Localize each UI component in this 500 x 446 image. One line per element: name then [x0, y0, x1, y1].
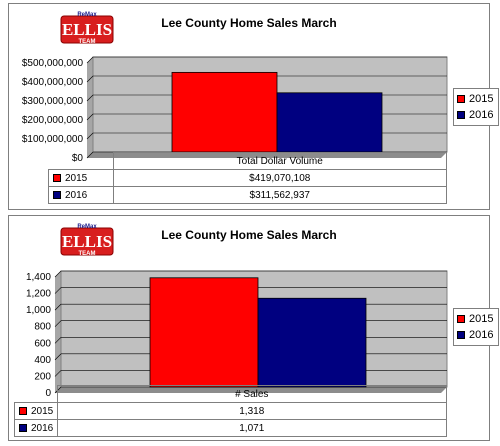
- legend-swatch-2016: [457, 331, 465, 339]
- legend-label-2016: 2016: [469, 329, 494, 341]
- logo-main-text: ELLIS: [62, 232, 112, 251]
- ellis-team-logo: ReMax ELLIS TEAM: [60, 224, 114, 257]
- y-tick-label: $300,000,000: [22, 96, 84, 107]
- legend-item-2015: 2015: [457, 91, 495, 107]
- table-value-2016: 1,071: [56, 419, 447, 437]
- chart-panel-number-of-sales: ReMax ELLIS TEAM Lee County Home Sales M…: [8, 215, 499, 441]
- data-table-row-2016: 2016 $311,562,937: [48, 186, 447, 204]
- bar-chart-plot: $0$100,000,000$200,000,000$300,000,000$4…: [22, 56, 448, 164]
- data-table-header-row: # Sales: [14, 385, 447, 403]
- gridline-diagonal: [86, 132, 94, 140]
- gridline-diagonal: [86, 113, 94, 121]
- y-tick-label: 400: [34, 355, 51, 366]
- gridline-diagonal: [54, 370, 62, 377]
- y-tick-label: $500,000,000: [22, 58, 84, 69]
- y-tick-label: $200,000,000: [22, 115, 84, 126]
- chart-title: Lee County Home Sales March: [161, 228, 337, 242]
- gridline-diagonal: [86, 94, 94, 102]
- y-tick-label: 1,400: [26, 272, 51, 283]
- ellis-team-logo: ReMax ELLIS TEAM: [60, 12, 114, 45]
- data-table-category: Total Dollar Volume: [112, 152, 447, 170]
- gridline-diagonal: [86, 75, 94, 83]
- table-label-2015: 2015: [31, 405, 54, 417]
- table-swatch-2015: [53, 174, 61, 182]
- y-tick-label: 200: [34, 371, 51, 382]
- legend-swatch-2015: [457, 95, 465, 103]
- gridline-diagonal: [86, 56, 94, 64]
- logo-top-text: ReMax: [77, 12, 97, 18]
- legend-label-2015: 2015: [469, 93, 494, 105]
- y-tick-label: 1,000: [26, 305, 51, 316]
- table-value-2015: 1,318: [56, 402, 447, 420]
- plot-side-wall: [55, 271, 61, 393]
- data-table: Total Dollar Volume 2015 $419,070,108 20…: [48, 152, 447, 204]
- legend-item-2016: 2016: [457, 107, 495, 123]
- y-tick-label: 800: [34, 322, 51, 333]
- gridline-diagonal: [54, 337, 62, 344]
- legend-item-2015: 2015: [457, 311, 495, 327]
- y-tick-label: $100,000,000: [22, 134, 84, 145]
- chart-legend: 2015 2016: [453, 308, 499, 346]
- gridline-diagonal: [54, 320, 62, 327]
- logo-main-text: ELLIS: [62, 20, 112, 39]
- y-tick-label: 600: [34, 338, 51, 349]
- gridline-diagonal: [54, 353, 62, 361]
- gridline-diagonal: [54, 287, 62, 294]
- legend-label-2015: 2015: [469, 313, 494, 325]
- gridline-diagonal: [54, 303, 62, 311]
- bar-2016: [257, 297, 367, 388]
- y-tick-label: 1,200: [26, 289, 51, 300]
- table-value-2016: $311,562,937: [112, 186, 447, 204]
- data-table: # Sales 2015 1,318 2016 1,071: [14, 385, 447, 437]
- chart-title: Lee County Home Sales March: [161, 16, 337, 30]
- data-table-header-row: Total Dollar Volume: [48, 152, 447, 170]
- bar-2015: [171, 71, 278, 153]
- legend-swatch-2016: [457, 111, 465, 119]
- legend-item-2016: 2016: [457, 327, 495, 343]
- table-label-2015: 2015: [65, 172, 88, 184]
- bar-2015: [149, 277, 259, 388]
- gridline-diagonal: [54, 270, 62, 278]
- table-label-2016: 2016: [31, 422, 54, 434]
- y-tick-label: $400,000,000: [22, 77, 84, 88]
- legend-swatch-2015: [457, 315, 465, 323]
- plot-side-wall: [87, 57, 93, 158]
- table-swatch-2015: [19, 407, 27, 415]
- logo-bottom-text: TEAM: [79, 39, 96, 45]
- table-label-2016: 2016: [65, 189, 88, 201]
- table-value-2015: $419,070,108: [112, 169, 447, 187]
- chart-legend: 2015 2016: [453, 88, 499, 126]
- data-table-row-2016: 2016 1,071: [14, 419, 447, 437]
- data-table-row-2015: 2015 1,318: [14, 402, 447, 420]
- logo-bottom-text: TEAM: [79, 251, 96, 257]
- table-swatch-2016: [19, 424, 27, 432]
- legend-label-2016: 2016: [469, 109, 494, 121]
- data-table-row-2015: 2015 $419,070,108: [48, 169, 447, 187]
- table-swatch-2016: [53, 191, 61, 199]
- chart-panel-dollar-volume: ReMax ELLIS TEAM Lee County Home Sales M…: [8, 3, 499, 210]
- bar-2016: [276, 92, 383, 153]
- logo-top-text: ReMax: [77, 224, 97, 230]
- data-table-category: # Sales: [56, 385, 447, 403]
